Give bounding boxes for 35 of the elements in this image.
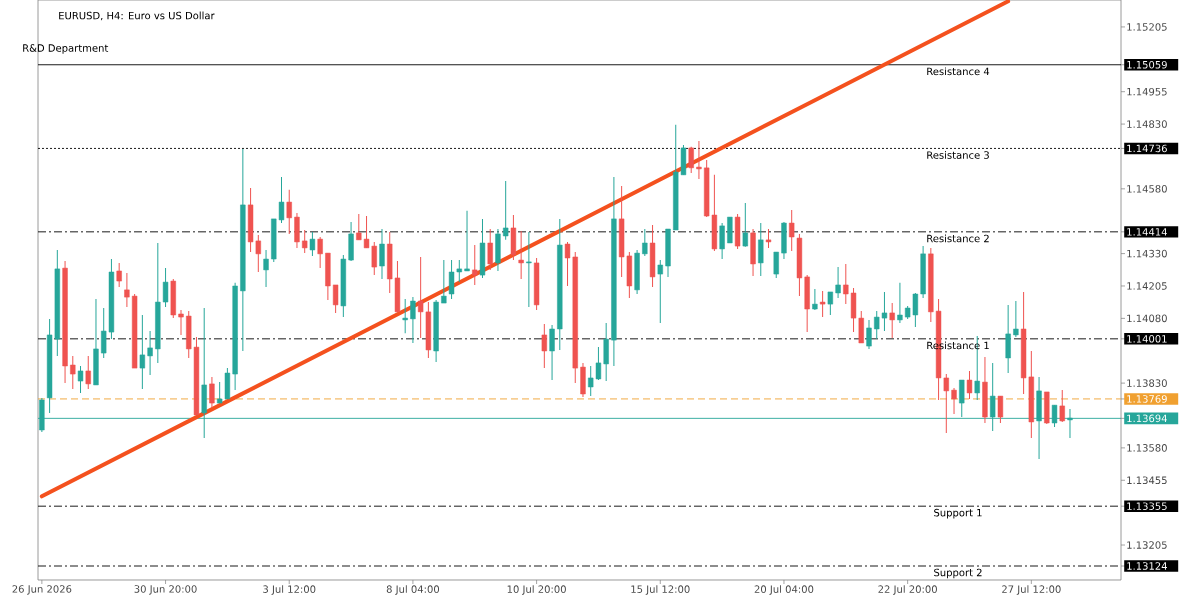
y-tick-label: 1.15205 — [1127, 23, 1167, 31]
y-tick-label: 1.13355 — [1127, 502, 1167, 510]
ref-line-label: Resistance 2 — [927, 234, 989, 243]
y-tick-label: 1.13830 — [1127, 379, 1167, 387]
text: EURUSD, H4: Euro vs US Dollar — [59, 11, 215, 21]
x-tick-label: 20 Jul 04:00 — [754, 585, 814, 595]
x-tick-label: 10 Jul 20:00 — [507, 585, 566, 595]
y-tick-label: 1.13124 — [1127, 562, 1167, 570]
y-tick-label: 1.14955 — [1127, 87, 1167, 96]
x-tick-label: 8 Jul 04:00 — [386, 585, 440, 595]
y-tick-label: 1.13455 — [1127, 476, 1167, 485]
ref-line-label: Resistance 3 — [927, 151, 989, 159]
x-tick-label: 15 Jul 12:00 — [631, 585, 690, 595]
x-tick-label: 22 Jul 20:00 — [878, 585, 937, 595]
y-tick-label: 1.14736 — [1127, 144, 1167, 153]
y-tick-label: 1.14205 — [1127, 282, 1167, 290]
ref-line-label: Support 1 — [934, 508, 982, 519]
ref-line-label: Resistance 4 — [927, 67, 990, 76]
x-tick-label: 3 Jul 12:00 — [263, 585, 316, 595]
ref-line-label: Support 2 — [934, 568, 982, 579]
x-tick-label: 27 Jul 12:00 — [1002, 585, 1061, 595]
y-tick-label: 1.13694 — [1127, 414, 1167, 423]
y-tick-label: 1.15059 — [1127, 60, 1167, 69]
y-tick-label: 1.14580 — [1127, 185, 1167, 193]
x-tick-label: 26 Jun 2026 — [12, 585, 72, 595]
y-tick-label: 1.14414 — [1127, 228, 1167, 236]
y-tick-label: 1.14001 — [1127, 335, 1167, 343]
y-tick-label: 1.13205 — [1127, 541, 1167, 549]
y-tick-label: 1.13580 — [1127, 444, 1167, 452]
y-tick-label: 1.14330 — [1127, 249, 1167, 258]
y-tick-label: 1.13769 — [1127, 395, 1167, 403]
y-tick-label: 1.14080 — [1127, 314, 1167, 323]
y-tick-label: 1.14830 — [1127, 120, 1167, 128]
text: R&D Department — [23, 44, 109, 54]
x-tick-label: 30 Jun 20:00 — [134, 585, 197, 595]
